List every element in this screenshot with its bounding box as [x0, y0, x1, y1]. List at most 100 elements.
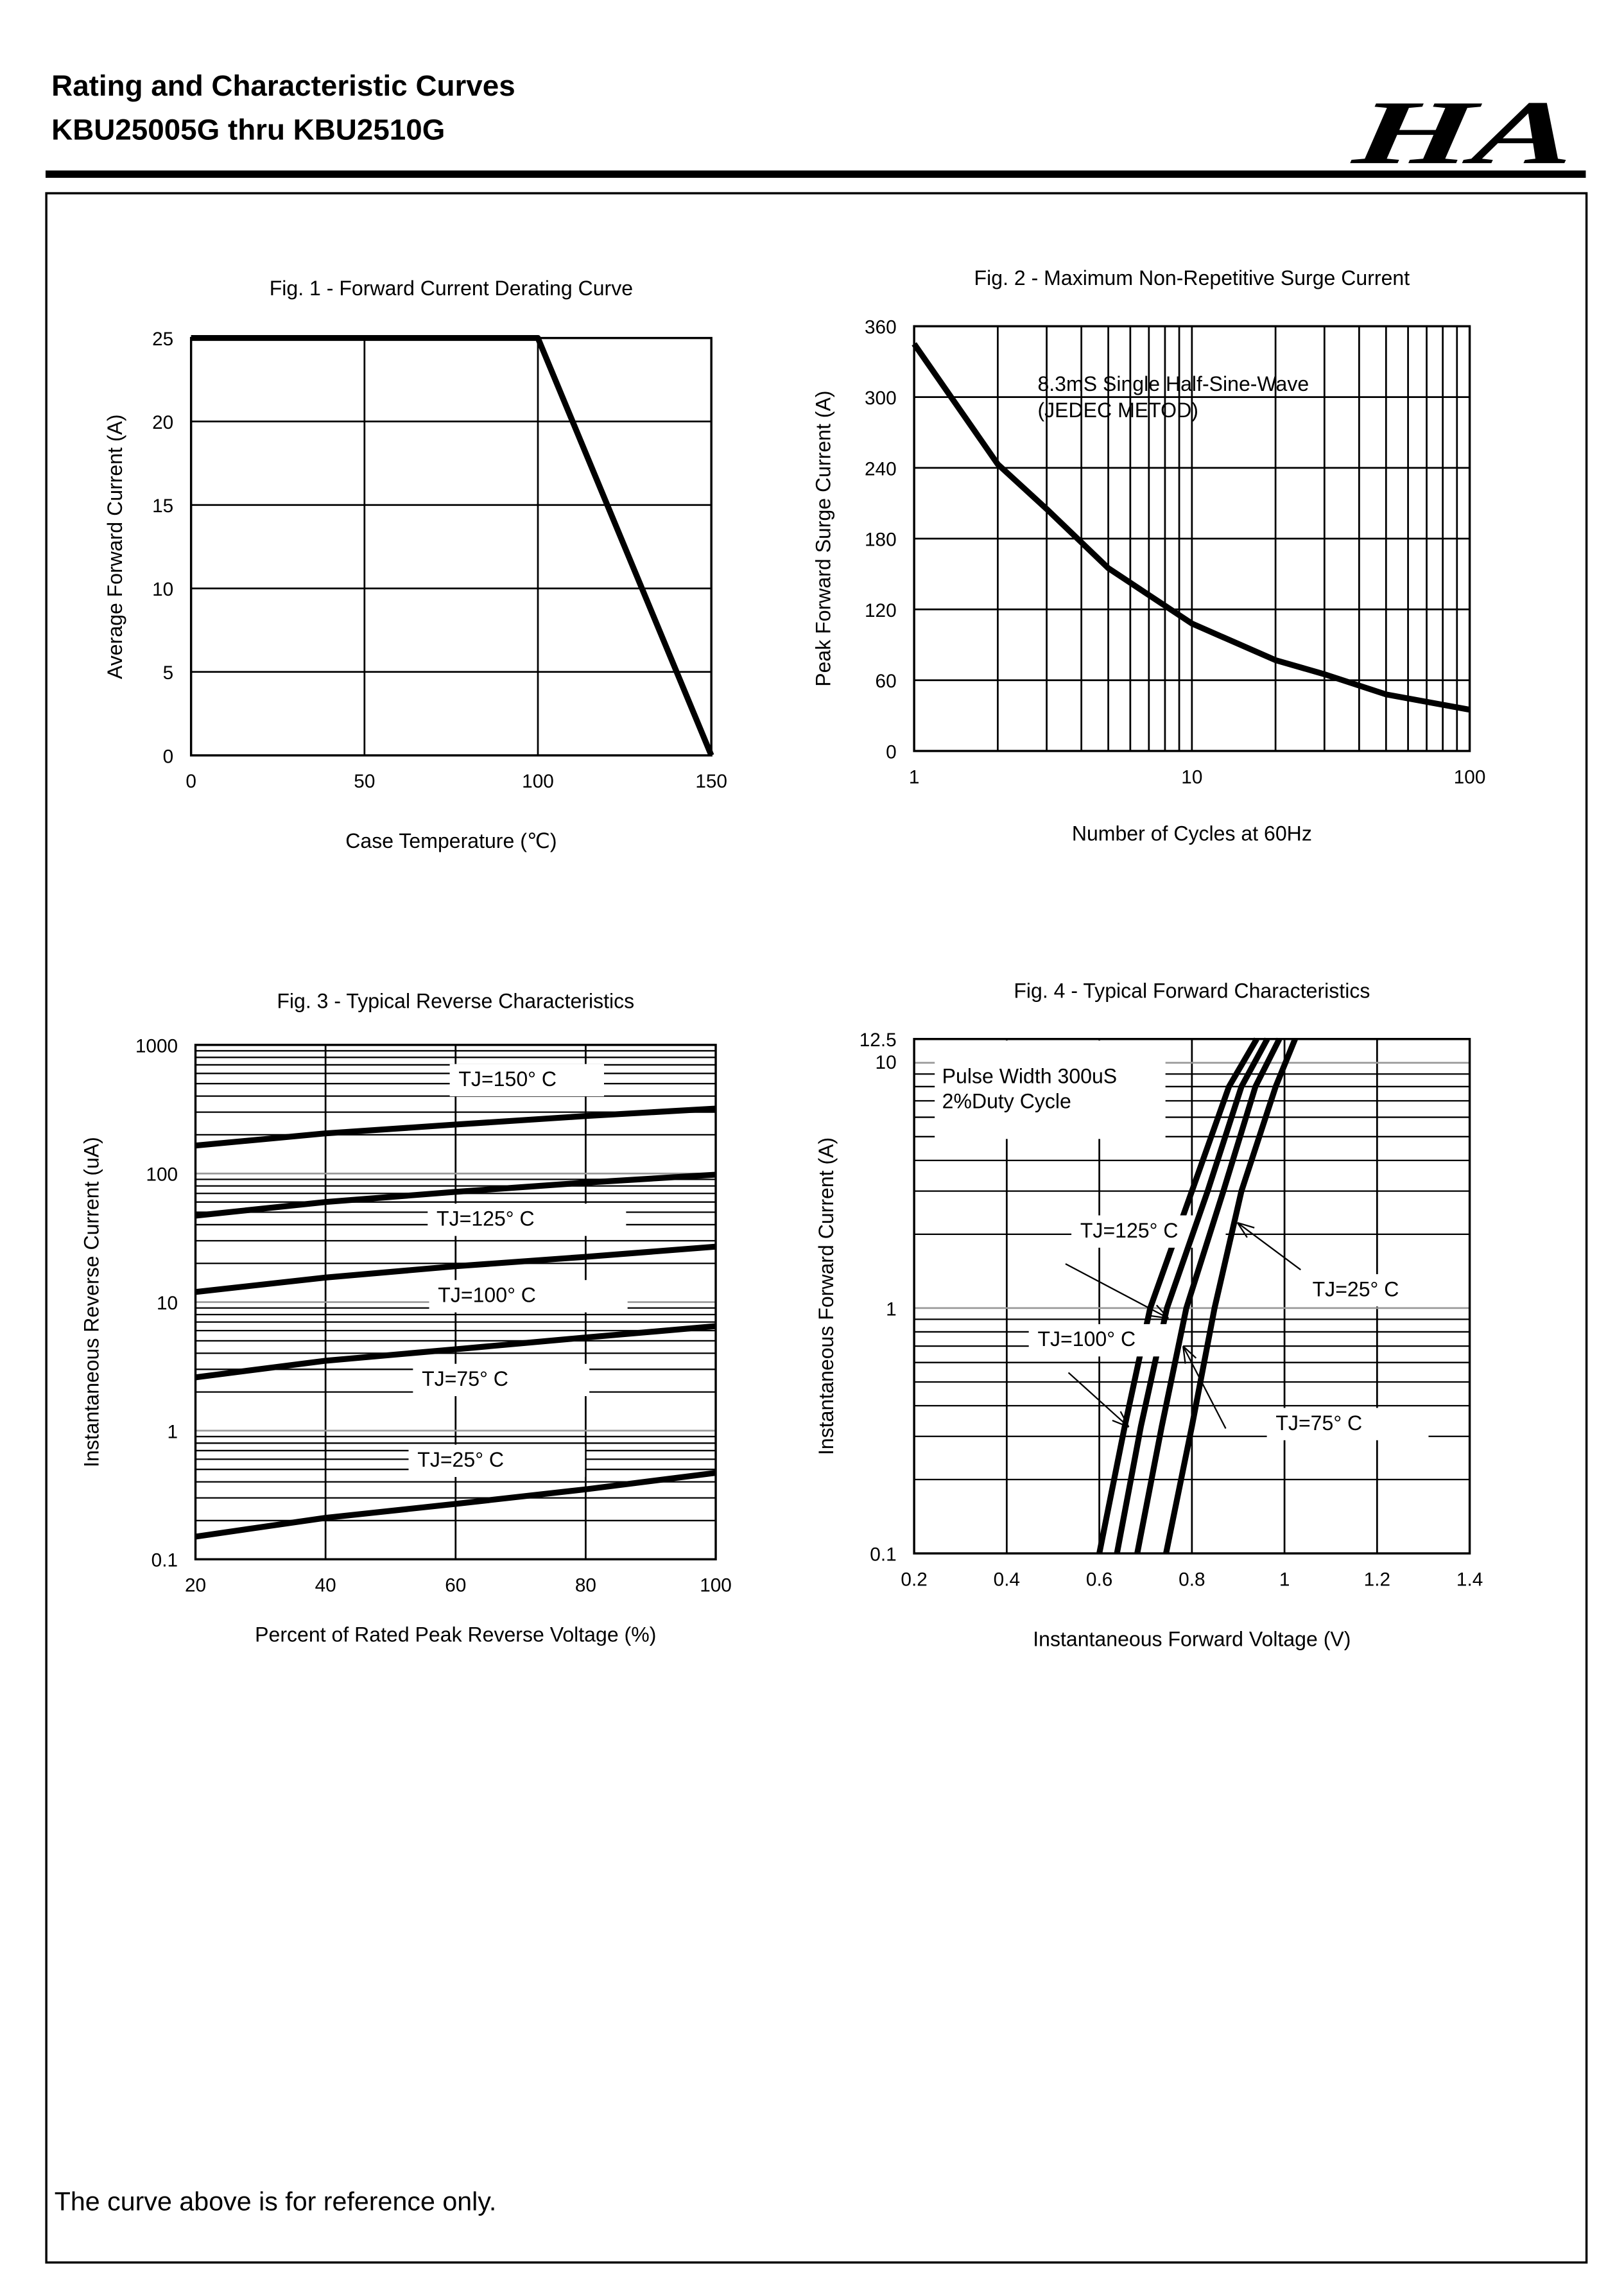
y-tick-label: 180	[865, 530, 897, 551]
x-tick-label: 150	[695, 771, 727, 792]
y-tick-label: 25	[152, 329, 173, 350]
y-tick-label: 0	[886, 741, 897, 763]
x-tick-label: 0.6	[1086, 1569, 1112, 1590]
part-range: KBU25005G thru KBU2510G	[51, 114, 445, 146]
y-axis-label: Average Forward Current (A)	[103, 414, 126, 679]
series-label: TJ=75° C	[422, 1367, 508, 1390]
arrow-head	[1182, 1346, 1186, 1364]
chart-fig-1: Fig. 1 - Forward Current Derating Curve C…	[103, 277, 727, 852]
y-tick-label: 12.5	[860, 1030, 897, 1051]
x-tick-label: 0.8	[1179, 1569, 1205, 1590]
x-axis-label: Number of Cycles at 60Hz	[1072, 822, 1312, 845]
series-line-1	[1096, 1037, 1259, 1554]
series-label-background	[408, 1444, 585, 1478]
y-tick-label: 360	[865, 317, 897, 338]
annotation-text: (JEDEC METOD)	[1037, 399, 1198, 422]
arrow-shaft	[1237, 1222, 1301, 1271]
plot-frame	[189, 336, 713, 757]
y-tick-label: 300	[865, 388, 897, 409]
content-frame	[45, 192, 1588, 2264]
plot-frame	[913, 325, 1471, 752]
y-tick-label: 5	[163, 662, 174, 684]
arrow-shaft	[1065, 1263, 1169, 1319]
header-rule	[45, 170, 1586, 178]
y-tick-label: 0.1	[870, 1544, 896, 1566]
x-tick-label: 100	[1454, 766, 1486, 788]
plot-frame	[194, 1044, 717, 1560]
y-tick-label: 10	[157, 1293, 178, 1314]
series-line-4	[1163, 1038, 1298, 1554]
arrow-head	[1182, 1345, 1197, 1359]
x-tick-label: 20	[185, 1575, 206, 1596]
arrow-head	[1237, 1221, 1255, 1229]
x-tick-label: 0	[186, 771, 196, 792]
x-tick-label: 40	[315, 1575, 336, 1596]
y-axis-label: Instantaneous Reverse Current (uA)	[80, 1137, 103, 1467]
series-line-5	[194, 1470, 716, 1540]
y-tick-label: 20	[152, 412, 173, 433]
x-tick-label: 0.2	[901, 1569, 927, 1590]
annotation-text: Pulse Width 300uS	[942, 1064, 1118, 1087]
svg-text:HA: HA	[1346, 82, 1583, 183]
y-tick-label: 1000	[135, 1035, 178, 1057]
y-tick-label: 10	[876, 1052, 897, 1073]
x-axis-label: Percent of Rated Peak Reverse Voltage (%…	[255, 1623, 656, 1646]
x-tick-label: 1.4	[1456, 1569, 1483, 1590]
series-label: TJ=100° C	[438, 1284, 536, 1307]
arrow-icon	[1236, 1221, 1301, 1271]
series-label: TJ=125° C	[1080, 1219, 1179, 1242]
grid	[190, 337, 713, 757]
series-line-2	[1114, 1037, 1270, 1554]
series-label: TJ=25° C	[417, 1448, 504, 1471]
chart-fig-4: Fig. 4 - Typical Forward Characteristics…	[815, 980, 1483, 1651]
arrow-shaft	[1067, 1372, 1130, 1428]
x-tick-label: 100	[700, 1575, 732, 1596]
series-line-1	[911, 342, 1471, 713]
series-line-4	[194, 1323, 716, 1381]
y-tick-label: 0.1	[151, 1550, 178, 1571]
series-label: TJ=100° C	[1037, 1327, 1136, 1351]
series-label: TJ=25° C	[1313, 1277, 1399, 1300]
y-axis-label: Peak Forward Surge Current (A)	[812, 390, 835, 686]
series-label-background	[429, 1280, 628, 1313]
x-tick-label: 1	[909, 766, 920, 788]
arrow-icon	[1182, 1345, 1227, 1429]
y-tick-label: 240	[865, 458, 897, 479]
series-label: TJ=75° C	[1275, 1411, 1362, 1435]
y-tick-label: 15	[152, 496, 173, 517]
y-tick-label: 100	[146, 1164, 178, 1186]
y-tick-label: 10	[152, 579, 173, 600]
page-title: Rating and Characteristic Curves	[51, 69, 515, 102]
series-line-1	[195, 1105, 716, 1149]
series-line-2	[195, 1171, 716, 1219]
y-tick-label: 1	[168, 1421, 178, 1442]
arrow-head	[1155, 1304, 1170, 1319]
series-label-background	[1028, 1324, 1184, 1357]
plot-frame	[913, 1038, 1471, 1555]
series-label-background	[428, 1204, 626, 1236]
series-label-background	[413, 1363, 590, 1397]
series-label: TJ=125° C	[436, 1207, 535, 1230]
x-tick-label: 80	[575, 1575, 596, 1596]
y-tick-label: 0	[163, 746, 174, 767]
reference-note: The curve above is for reference only.	[55, 2187, 497, 2216]
series-label: TJ=150° C	[458, 1067, 557, 1091]
chart-title: Fig. 1 - Forward Current Derating Curve	[270, 277, 633, 300]
y-tick-label: 120	[865, 600, 897, 621]
series-line-3	[1134, 1037, 1283, 1554]
annotation-text: 8.3mS Single Half-Sine-Wave	[1037, 372, 1309, 395]
annotation-text: 2%Duty Cycle	[942, 1089, 1071, 1112]
x-axis-label: Instantaneous Forward Voltage (V)	[1033, 1627, 1351, 1650]
x-tick-label: 1	[1279, 1569, 1290, 1590]
x-tick-label: 10	[1181, 766, 1202, 788]
x-tick-label: 1.2	[1364, 1569, 1390, 1590]
brand-logo: HA	[1346, 82, 1583, 183]
x-axis-label: Case Temperature (℃)	[345, 829, 557, 852]
series-label-background	[1266, 1408, 1429, 1440]
chart-fig-3: Fig. 3 - Typical Reverse Characteristics…	[80, 990, 731, 1646]
arrow-head	[1150, 1315, 1169, 1319]
x-tick-label: 100	[522, 771, 554, 792]
series-line-1	[191, 335, 714, 757]
chart-title: Fig. 4 - Typical Forward Characteristics	[1014, 980, 1370, 1003]
